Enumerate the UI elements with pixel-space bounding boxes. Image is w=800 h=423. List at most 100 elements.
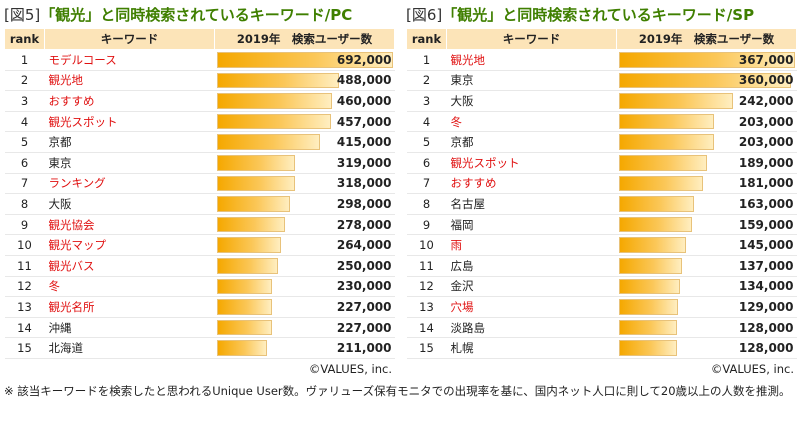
value-label: 211,000 <box>336 341 392 356</box>
value-label: 227,000 <box>336 299 392 314</box>
keyword-header: キーワード <box>44 28 215 50</box>
rank-cell: 5 <box>406 131 447 153</box>
figure-5-heading: 「観光」と同時検索されているキーワード/PC <box>40 6 353 24</box>
value-label: 278,000 <box>336 217 392 232</box>
value-bar <box>618 319 678 336</box>
value-bar <box>618 93 734 109</box>
keyword-cell: 京都 <box>446 131 617 153</box>
value-cell: 203,000 <box>616 111 797 133</box>
value-cell: 227,000 <box>214 296 395 318</box>
value-cell: 159,000 <box>616 214 797 236</box>
value-bar <box>618 216 693 233</box>
value-cell: 319,000 <box>214 152 395 174</box>
rank-cell: 1 <box>4 49 45 71</box>
table-row: 4 冬 203,000 <box>406 111 797 133</box>
value-label: 367,000 <box>738 52 794 67</box>
value-bar <box>618 237 686 253</box>
value-bar <box>618 340 678 356</box>
value-label: 203,000 <box>738 135 794 150</box>
rank-cell: 10 <box>4 234 45 256</box>
table-row: 14 沖縄 227,000 <box>4 317 395 339</box>
value-bar <box>216 257 278 274</box>
value-bar <box>618 278 681 295</box>
table-row: 14 淡路島 128,000 <box>406 317 797 339</box>
keyword-cell: 金沢 <box>446 276 617 298</box>
value-label: 488,000 <box>336 73 392 88</box>
keyword-cell: 大阪 <box>44 193 215 215</box>
rank-cell: 12 <box>4 276 45 298</box>
value-label: 159,000 <box>738 217 794 232</box>
value-bar <box>216 154 296 171</box>
keyword-cell: 観光地 <box>446 49 617 71</box>
keyword-cell: 穴場 <box>446 296 617 318</box>
value-label: 264,000 <box>336 238 392 253</box>
keyword-header: キーワード <box>446 28 617 50</box>
table-row: 9 福岡 159,000 <box>406 214 797 236</box>
table-header-row: rank キーワード 2019年 検索ユーザー数 <box>406 28 797 50</box>
table-row: 13 穴場 129,000 <box>406 296 797 318</box>
footnote: ※ 該当キーワードを検索したと思われるUnique User数。ヴァリューズ保有… <box>4 384 791 398</box>
keyword-cell: 福岡 <box>446 214 617 236</box>
value-bar <box>618 72 792 89</box>
keyword-cell: 大阪 <box>446 90 617 112</box>
value-cell: 488,000 <box>214 70 395 92</box>
table-row: 15 札幌 128,000 <box>406 337 797 359</box>
value-label: 128,000 <box>738 341 794 356</box>
rank-header: rank <box>406 28 447 50</box>
rank-cell: 8 <box>406 193 447 215</box>
value-label: 298,000 <box>336 196 392 211</box>
value-cell: 457,000 <box>214 111 395 133</box>
value-header: 2019年 検索ユーザー数 <box>616 28 797 50</box>
keyword-cell: おすすめ <box>446 173 617 195</box>
keyword-cell: 冬 <box>44 276 215 298</box>
figure-6-title: [図6]「観光」と同時検索されているキーワード/SP <box>406 0 796 28</box>
value-header: 2019年 検索ユーザー数 <box>214 28 395 50</box>
value-label: 145,000 <box>738 238 794 253</box>
value-bar <box>216 237 282 253</box>
rank-cell: 4 <box>4 111 45 133</box>
value-label: 189,000 <box>738 155 794 170</box>
table-row: 3 大阪 242,000 <box>406 90 797 112</box>
table-header-row: rank キーワード 2019年 検索ユーザー数 <box>4 28 395 50</box>
table-row: 7 おすすめ 181,000 <box>406 173 797 195</box>
value-label: 250,000 <box>336 258 392 273</box>
keyword-cell: 観光地 <box>44 70 215 92</box>
table-row: 4 観光スポット 457,000 <box>4 111 395 133</box>
value-bar <box>216 52 393 68</box>
value-label: 318,000 <box>336 176 392 191</box>
keyword-cell: 東京 <box>44 152 215 174</box>
figure-6-rows: 1 観光地 367,000 2 東京 360,000 3 大阪 242,000 4 冬 203,000… <box>406 49 797 359</box>
keyword-cell: 広島 <box>446 255 617 277</box>
table-row: 12 金沢 134,000 <box>406 276 797 298</box>
value-cell: 360,000 <box>616 70 797 92</box>
figure-6-panel: [図6]「観光」と同時検索されているキーワード/SP rank キーワード 20… <box>406 0 797 379</box>
figure-5-rows: 1 モデルコース 692,000 2 観光地 488,000 3 おすすめ 460,000 4 観光… <box>4 49 395 359</box>
value-cell: 137,000 <box>616 255 797 277</box>
table-row: 13 観光名所 227,000 <box>4 296 395 318</box>
rank-cell: 8 <box>4 193 45 215</box>
keyword-cell: 雨 <box>446 234 617 256</box>
figure-6-heading: 「観光」と同時検索されているキーワード/SP <box>442 6 755 24</box>
rank-cell: 6 <box>4 152 45 174</box>
value-label: 181,000 <box>738 176 794 191</box>
value-bar <box>618 154 708 171</box>
figure-6-table: rank キーワード 2019年 検索ユーザー数 1 観光地 367,000 2 東京 3… <box>406 28 797 359</box>
value-cell: 128,000 <box>616 337 797 359</box>
value-label: 163,000 <box>738 196 794 211</box>
table-row: 1 観光地 367,000 <box>406 49 797 71</box>
rank-cell: 12 <box>406 276 447 298</box>
value-bar <box>216 175 296 192</box>
value-label: 230,000 <box>336 279 392 294</box>
value-label: 134,000 <box>738 279 794 294</box>
rank-cell: 15 <box>4 337 45 359</box>
value-cell: 203,000 <box>616 131 797 153</box>
value-cell: 250,000 <box>214 255 395 277</box>
table-row: 6 観光スポット 189,000 <box>406 152 797 174</box>
rank-cell: 6 <box>406 152 447 174</box>
value-bar <box>216 113 332 130</box>
value-cell: 134,000 <box>616 276 797 298</box>
value-bar <box>618 52 795 68</box>
value-bar <box>216 93 333 109</box>
figure-5-title: [図5]「観光」と同時検索されているキーワード/PC <box>4 0 394 28</box>
value-bar <box>618 196 695 212</box>
